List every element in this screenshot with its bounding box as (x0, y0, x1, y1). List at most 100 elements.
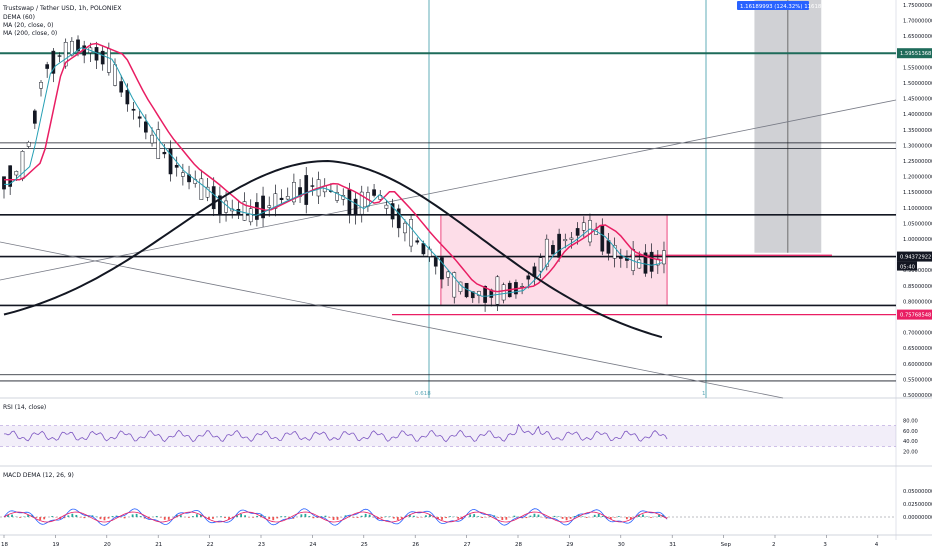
time-label: 22 (207, 542, 214, 548)
price-tick-label: 1.45000000 (903, 97, 932, 103)
candle (662, 241, 666, 274)
dema-line[interactable] (4, 47, 663, 297)
range-rectangle[interactable] (440, 214, 668, 306)
macd-histogram-bar (388, 516, 391, 517)
candle-body-down (2, 176, 6, 190)
candle-body-down (526, 275, 531, 280)
candle-body-down (144, 121, 148, 133)
candle-body-down (396, 208, 401, 229)
macd-histogram-bar (135, 513, 138, 517)
candle-body-down (57, 55, 62, 57)
macd-panel[interactable]: 0.05000000 0.02500000 0.00000000 (0, 489, 932, 526)
candle (242, 192, 247, 221)
candle-body-down (255, 202, 259, 220)
macd-signal-line[interactable] (3, 511, 668, 523)
rsi-tick-label: 60.00 (903, 429, 918, 435)
candle (69, 37, 74, 57)
macd-tick-label: 0.02500000 (903, 502, 932, 508)
legend-ma20: MA (20, close, 0) (3, 22, 53, 29)
candle-body-up (181, 172, 185, 177)
macd-histogram-bar (111, 516, 114, 517)
candle-body-down (8, 165, 13, 187)
candle-body-down (32, 110, 37, 124)
macd-histogram-bar (545, 517, 548, 519)
candle (409, 215, 413, 253)
time-label: 2 (772, 542, 776, 548)
rsi-band (0, 425, 896, 447)
price-label-low: 0.75768548 (900, 313, 931, 319)
price-panel[interactable] (0, 0, 897, 399)
candle-body-down (575, 228, 580, 236)
candle (649, 243, 654, 279)
macd-histogram-bar (404, 515, 407, 517)
candle (279, 189, 284, 205)
time-label: 20 (104, 542, 111, 548)
macd-line[interactable] (3, 508, 668, 526)
candle-body-up (63, 42, 68, 67)
price-tick-label: 1.30000000 (903, 143, 932, 149)
time-label: 27 (464, 542, 471, 548)
candle (261, 186, 265, 227)
price-label-line-box (897, 48, 932, 59)
time-label: 26 (412, 542, 419, 548)
macd-histogram-bar (658, 514, 660, 517)
price-tick-label: 0.80000000 (903, 299, 932, 305)
candle-body-up (612, 245, 617, 259)
macd-histogram-bar (364, 513, 367, 517)
ma20-line[interactable] (4, 42, 663, 293)
candle-body-up (26, 142, 31, 147)
macd-histogram-bar (75, 514, 78, 517)
macd-histogram-bar (461, 517, 464, 520)
macd-histogram-bar (408, 514, 411, 517)
macd-histogram-bar (573, 516, 576, 517)
macd-histogram-bar (425, 515, 427, 517)
price-tick-label: 1.65000000 (903, 34, 932, 40)
trendline-rising[interactable] (0, 99, 897, 281)
candle (477, 290, 481, 304)
candle-body-up (452, 272, 457, 298)
rsi-panel[interactable]: 80.00 60.00 40.00 20.00 (0, 418, 918, 456)
macd-histogram-bar (332, 517, 335, 521)
price-label-low-box (897, 309, 932, 320)
price-tick-label: 1.25000000 (903, 159, 932, 165)
trendline-falling[interactable] (0, 241, 784, 399)
macd-histogram-bar (392, 517, 395, 519)
price-tick-label: 1.05000000 (903, 221, 932, 227)
price-label-line: 1.59551368 (900, 51, 931, 57)
ma200-line[interactable] (3, 159, 663, 339)
candle (372, 183, 376, 198)
macd-histogram-bar (553, 515, 556, 517)
candle (45, 61, 50, 78)
candle-body-up (588, 220, 592, 243)
macd-histogram-bar (376, 517, 379, 520)
candle (137, 109, 142, 128)
candle-body-down (618, 256, 623, 259)
rsi-line[interactable] (4, 423, 668, 443)
candle (248, 199, 253, 226)
macd-tick-label: 0.00000000 (903, 515, 932, 521)
price-axis[interactable]: 1.750000001.700000001.650000001.60000000… (897, 3, 932, 399)
macd-histogram-bar (264, 516, 267, 517)
macd-histogram-bar (103, 517, 106, 521)
macd-histogram-bar (601, 515, 604, 517)
price-tick-label: 1.70000000 (903, 19, 932, 25)
candle-body-down (211, 186, 216, 210)
macd-histogram-bar (569, 517, 572, 519)
macd-histogram-bar (51, 516, 54, 517)
macd-histogram-bar (400, 517, 403, 519)
macd-histogram-bar (276, 517, 279, 519)
candle-body-up (563, 239, 568, 242)
candle (26, 140, 31, 149)
time-axis[interactable]: 18 19 20 21 22 23 24 25 26 27 28 29 30 31 Sep 2 3 4 (1, 535, 879, 548)
candle-body-down (600, 225, 605, 252)
macd-histogram-bar (220, 516, 222, 517)
candle-body-down (353, 198, 358, 216)
time-label: 25 (361, 542, 368, 548)
candle-body-down (162, 151, 167, 155)
candle-body-down (557, 233, 561, 258)
macd-histogram-bar (175, 514, 178, 517)
macd-histogram-bar (529, 515, 532, 517)
candle (563, 233, 568, 249)
time-label: 24 (309, 542, 316, 548)
